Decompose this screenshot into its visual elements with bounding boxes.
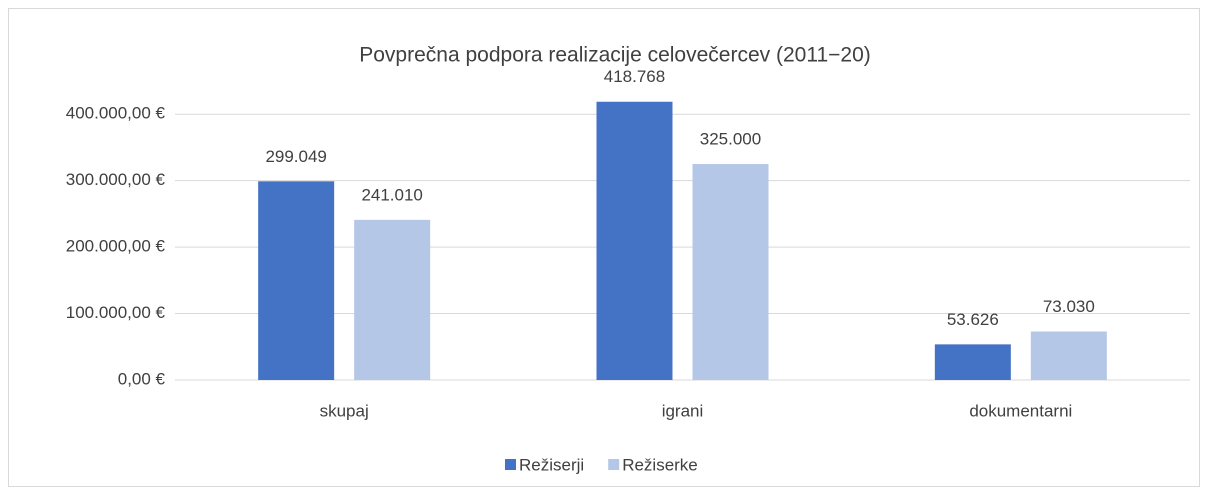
legend-swatch [608,459,620,470]
y-tick-label: 300.000,00 € [66,170,166,189]
y-tick-label: 100.000,00 € [66,303,166,322]
legend-label: Režiserke [622,455,698,474]
value-label: 73.030 [1043,297,1095,316]
x-tick-label: dokumentarni [969,401,1072,420]
bar [1030,331,1107,380]
bar [354,219,431,380]
bar [692,164,769,380]
y-tick-label: 200.000,00 € [66,237,166,256]
bar [934,344,1011,380]
value-label: 241.010 [361,185,422,204]
x-tick-label: skupaj [320,401,369,420]
value-label: 299.049 [265,147,326,166]
bar [596,101,673,381]
legend-label: Režiserji [519,455,584,474]
legend-swatch [505,459,516,470]
y-tick-label: 0,00 € [118,369,166,388]
value-label: 325.000 [700,130,761,149]
chart-title: Povprečna podpora realizacije celovečerc… [359,44,871,67]
value-label: 418.768 [604,67,665,86]
bar [258,181,335,380]
y-tick-label: 400.000,00 € [66,104,166,123]
value-label: 53.626 [947,310,999,329]
x-tick-label: igrani [662,401,704,420]
